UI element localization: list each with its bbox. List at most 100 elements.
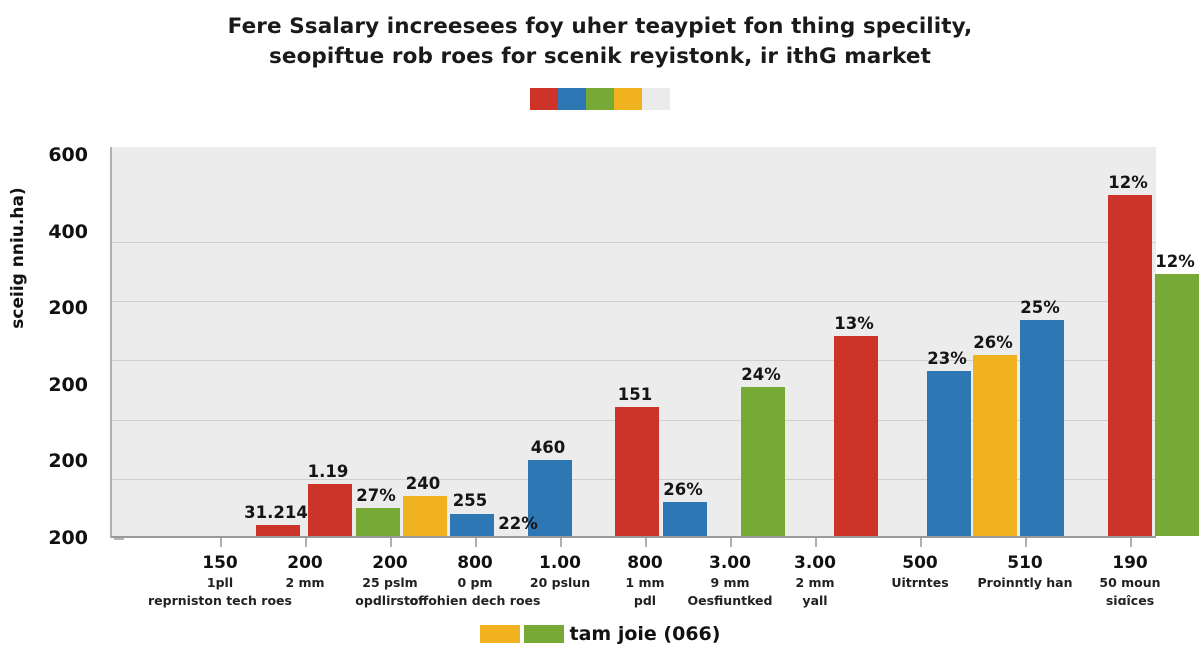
gridline xyxy=(112,360,1156,362)
y-tick-label: 600 xyxy=(48,144,88,166)
x-tick-sublabel: Uitrntes xyxy=(891,575,949,591)
y-tick-label: 200 xyxy=(48,373,88,396)
x-axis-group-label: 200 2 mm xyxy=(220,553,390,592)
x-tick-mark xyxy=(560,538,562,547)
bar-value-label: 26% xyxy=(973,333,1013,353)
x-tick-sublabel: 2 mm xyxy=(795,575,835,591)
y-tick-label: 400 xyxy=(48,220,88,243)
bar[interactable] xyxy=(741,386,785,536)
bar[interactable] xyxy=(973,355,1017,536)
x-tick-number: 190 xyxy=(1112,553,1148,573)
x-axis-group-label: 190 50 moun siɑîces xyxy=(1045,553,1200,611)
bar[interactable] xyxy=(403,495,447,536)
x-tick-mark xyxy=(730,538,732,547)
chart-title-line-2: seopiftue rob roes for scenik reyistonk,… xyxy=(268,43,931,69)
legend-label: tam joie (066) xyxy=(569,623,721,645)
bar-value-label: 460 xyxy=(530,438,566,458)
bar-value-label: 255 xyxy=(452,491,488,511)
bar-value-label: 151 xyxy=(617,384,653,404)
bar-value-label: 240 xyxy=(405,473,441,493)
x-tick-number: 3.00 xyxy=(709,553,751,573)
x-tick-number: 200 xyxy=(372,553,408,573)
bar[interactable] xyxy=(1020,319,1064,536)
x-tick-number: 150 xyxy=(202,553,238,573)
x-tick-mark xyxy=(220,538,222,547)
x-axis-group-label: 800 1 mm pdl xyxy=(560,553,730,611)
legend-swatch-yellow xyxy=(479,625,520,643)
y-tick-label: 200 xyxy=(48,450,88,473)
top-legend-swatch-4 xyxy=(614,88,642,110)
x-tick-sublabel-2: pdl xyxy=(633,593,657,609)
x-tick-mark xyxy=(815,538,817,547)
bar-value-label: 31.214 xyxy=(244,503,308,523)
bar[interactable] xyxy=(528,460,572,536)
x-tick-mark xyxy=(920,538,922,547)
x-tick-sublabel: 0 pm xyxy=(457,575,493,591)
x-axis-group-label: 200 25 pslm opdlirstor xyxy=(305,553,475,611)
x-tick-sublabel: 9 mm xyxy=(710,575,750,591)
bar-value-label: 27% xyxy=(356,485,396,505)
bar[interactable] xyxy=(256,525,300,536)
chart-title: Fere Ssalary increesees foy uher teaypie… xyxy=(150,12,1050,71)
plot-area xyxy=(110,147,1199,538)
bar[interactable] xyxy=(927,371,971,536)
x-tick-number: 510 xyxy=(1007,553,1043,573)
y-tick-label: 200 xyxy=(48,297,88,320)
x-axis-group-label: 150 1pll reprniston tech roes xyxy=(135,553,305,611)
x-tick-sublabel-2: reprniston tech roes xyxy=(148,593,292,609)
x-axis-group-label: 510 Proinntly han xyxy=(940,553,1110,592)
bar[interactable] xyxy=(834,335,878,536)
x-tick-mark xyxy=(475,538,477,547)
x-tick-sublabel-2: siɑîces xyxy=(1105,593,1155,609)
y-tick-mark xyxy=(114,538,124,540)
x-tick-sublabel: 2 mm xyxy=(285,575,325,591)
bar-value-label: 26% xyxy=(663,479,703,499)
x-tick-number: 200 xyxy=(287,553,323,573)
x-tick-sublabel-2: offohien dech roes xyxy=(409,593,541,609)
y-tick-label: 200 xyxy=(48,527,88,549)
x-axis-group-label: 3.00 9 mm Oesfiuntked xyxy=(645,553,815,611)
top-legend-swatch-1 xyxy=(530,88,558,110)
bar[interactable] xyxy=(615,406,659,536)
x-tick-sublabel-2: yall xyxy=(802,593,828,609)
top-legend-swatch-2 xyxy=(558,88,586,110)
x-tick-number: 500 xyxy=(902,553,938,573)
x-axis-group-label: 3.00 2 mm yall xyxy=(730,553,900,611)
bar-value-label: 22% xyxy=(498,514,538,533)
x-axis-group-label: 500 Uitrntes xyxy=(835,553,1005,592)
legend-swatch-green xyxy=(523,625,564,643)
x-tick-mark xyxy=(1130,538,1132,547)
x-tick-mark xyxy=(305,538,307,547)
bar-value-label: 23% xyxy=(927,349,967,369)
x-axis-group-label: 800 0 pm offohien dech roes xyxy=(390,553,560,611)
bar[interactable] xyxy=(1108,195,1152,536)
bar[interactable] xyxy=(1155,273,1199,536)
bar-value-label: 24% xyxy=(741,364,781,384)
x-tick-sublabel: 1pll xyxy=(206,575,234,591)
y-axis-ticks: 600 400 200 200 200 200 xyxy=(18,0,124,654)
x-tick-sublabel: Proinntly han xyxy=(977,575,1073,591)
gridline xyxy=(112,241,1156,243)
x-tick-mark xyxy=(390,538,392,547)
x-tick-mark xyxy=(645,538,647,547)
top-legend xyxy=(0,88,1200,110)
bar-value-label: 12% xyxy=(1108,173,1148,193)
bottom-legend: tam joie (066) xyxy=(0,623,1200,645)
x-tick-number: 800 xyxy=(457,553,493,573)
x-axis-group-label: 1.00 20 pslun xyxy=(475,553,645,592)
x-tick-sublabel: 1 mm xyxy=(625,575,665,591)
x-tick-number: 1.00 xyxy=(539,553,581,573)
bar-value-label: 13% xyxy=(834,313,874,333)
bar-value-label: 12% xyxy=(1155,251,1195,271)
bar[interactable] xyxy=(450,513,494,536)
top-legend-swatch-3 xyxy=(586,88,614,110)
bar[interactable] xyxy=(356,507,400,536)
x-tick-sublabel: 20 pslun xyxy=(529,575,591,591)
x-tick-number: 3.00 xyxy=(794,553,836,573)
bar[interactable] xyxy=(663,501,707,536)
chart-title-line-1: Fere Ssalary increesees foy uher teaypie… xyxy=(227,14,973,39)
x-tick-sublabel-2: opdlirstor xyxy=(355,593,425,609)
bar-value-label: 1.19 xyxy=(307,461,349,481)
bar[interactable] xyxy=(308,483,352,536)
